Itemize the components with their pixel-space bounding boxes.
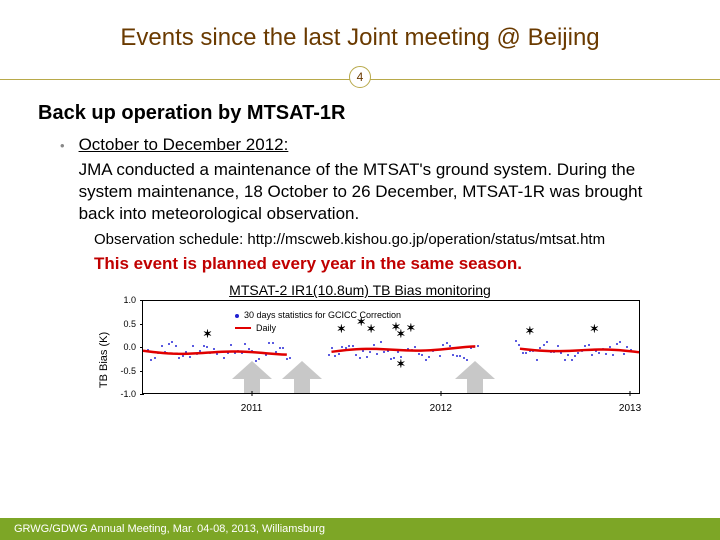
- outlier-mark-icon: ✶: [396, 328, 405, 341]
- outlier-mark-icon: ✶: [525, 324, 534, 337]
- schedule-note: Observation schedule: http://mscweb.kish…: [38, 231, 682, 248]
- chart-series: ✶✶✶✶✶✶✶✶✶✶: [143, 301, 639, 393]
- footer-text: GRWG/GDWG Annual Meeting, Mar. 04-08, 20…: [14, 523, 325, 535]
- arrow-up-icon: [455, 361, 495, 393]
- plot-box: 30 days statistics for GCICC Correction …: [142, 300, 640, 394]
- x-tick-label: 2011: [241, 403, 263, 414]
- bullet-item: • October to December 2012: JMA conducte…: [38, 135, 682, 225]
- outlier-mark-icon: ✶: [406, 321, 415, 334]
- footer-bar: GRWG/GDWG Annual Meeting, Mar. 04-08, 20…: [0, 518, 720, 540]
- x-axis-ticks: 2011 2012 2013: [142, 396, 640, 420]
- chart-region: MTSAT-2 IR1(10.8um) TB Bias monitoring T…: [38, 282, 682, 420]
- outlier-mark-icon: ✶: [590, 322, 599, 335]
- y-axis-label: TB Bias (K): [98, 332, 110, 388]
- outlier-mark-icon: ✶: [367, 322, 376, 335]
- bullet-text: JMA conducted a maintenance of the MTSAT…: [79, 159, 682, 225]
- y-tick-label: -1.0: [110, 389, 136, 399]
- bullet-marker: •: [60, 135, 65, 225]
- page-number-divider: 4: [0, 66, 720, 92]
- bullet-title: October to December 2012:: [79, 135, 682, 155]
- outlier-mark-icon: ✶: [396, 357, 405, 370]
- x-tick-label: 2012: [430, 403, 452, 414]
- chart-area: TB Bias (K) -1.0-0.50.00.51.0 30 days st…: [80, 300, 640, 420]
- subheading: Back up operation by MTSAT-1R: [38, 102, 682, 125]
- outlier-mark-icon: ✶: [357, 315, 366, 328]
- y-tick-label: 0.5: [110, 319, 136, 329]
- y-tick-label: 1.0: [110, 295, 136, 305]
- page-number-badge: 4: [349, 66, 371, 88]
- arrow-up-icon: [282, 361, 322, 393]
- content-region: Back up operation by MTSAT-1R • October …: [0, 92, 720, 420]
- y-tick-label: 0.0: [110, 342, 136, 352]
- y-tick-label: -0.5: [110, 366, 136, 376]
- outlier-mark-icon: ✶: [337, 322, 346, 335]
- x-tick-label: 2013: [619, 403, 641, 414]
- outlier-mark-icon: ✶: [203, 328, 212, 341]
- highlight-text: This event is planned every year in the …: [38, 254, 682, 274]
- y-axis-ticks: -1.0-0.50.00.51.0: [114, 300, 140, 394]
- arrow-up-icon: [232, 361, 272, 393]
- slide-title: Events since the last Joint meeting @ Be…: [0, 0, 720, 52]
